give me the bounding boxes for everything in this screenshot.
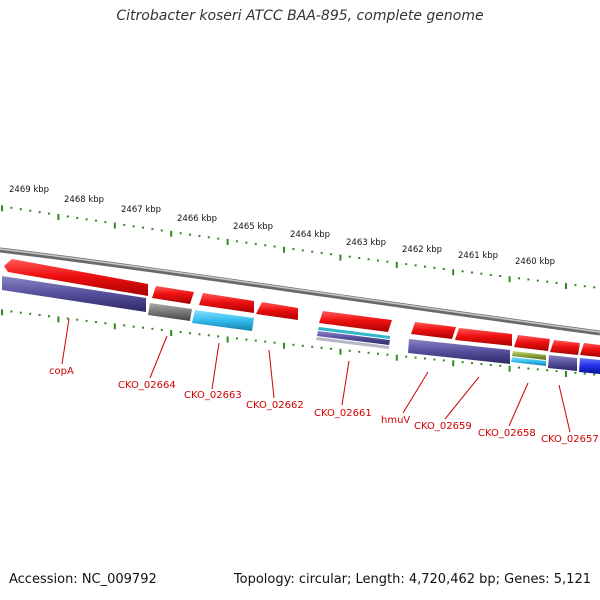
- feature-next[interactable]: [580, 343, 600, 357]
- cds-CKO_02663[interactable]: [192, 310, 254, 331]
- cds-CKO_02657[interactable]: [548, 355, 577, 371]
- leader-CKO_02657: [558, 384, 571, 433]
- cds-next[interactable]: [579, 358, 600, 374]
- gene-label-CKO_02664[interactable]: CKO_02664: [118, 380, 176, 391]
- feature-CKO_02659[interactable]: [455, 328, 512, 346]
- feature-CKO_02664[interactable]: [152, 286, 194, 304]
- cds-CKO_02658-b[interactable]: [511, 357, 546, 366]
- genome-backbone: [0, 247, 600, 336]
- kbp-label: 2460 kbp: [515, 257, 555, 267]
- leader-CKO_02659: [444, 376, 480, 420]
- kbp-label: 2468 kbp: [64, 195, 104, 205]
- kbp-label: 2465 kbp: [233, 222, 273, 232]
- gene-label-CKO_02657[interactable]: CKO_02657: [541, 434, 599, 445]
- feature-CKO_02658[interactable]: [514, 335, 550, 351]
- gene-label-CKO_02661[interactable]: CKO_02661: [314, 408, 372, 419]
- cds-CKO_02661-b[interactable]: [317, 331, 390, 345]
- leader-CKO_02661: [341, 360, 350, 406]
- gene-label-CKO_02659[interactable]: CKO_02659: [414, 421, 472, 432]
- cds-CKO_02664[interactable]: [148, 303, 192, 321]
- kbp-label: 2463 kbp: [346, 238, 386, 248]
- gene-label-copA[interactable]: copA: [49, 366, 74, 377]
- cds-CKO_02661-c[interactable]: [316, 337, 389, 349]
- feature-hmuV[interactable]: [411, 322, 456, 339]
- genome-backbone-highlight: [0, 248, 600, 333]
- cds-features: [2, 276, 600, 374]
- leader-copA: [61, 318, 70, 365]
- kbp-label: 2466 kbp: [177, 214, 217, 224]
- cds-copA[interactable]: [2, 276, 146, 312]
- gene-labels: copA CKO_02664 CKO_02663 CKO_02662 CKO_0…: [49, 366, 599, 445]
- feature-CKO_02662[interactable]: [256, 302, 298, 320]
- gene-label-hmuV[interactable]: hmuV: [381, 415, 410, 426]
- cds-CKO_02658-a[interactable]: [512, 351, 546, 360]
- forward-strand-features: [4, 259, 600, 357]
- kbp-tick-ring: [1, 205, 596, 289]
- accession-text: Accession: NC_009792: [9, 572, 157, 587]
- gene-label-CKO_02658[interactable]: CKO_02658: [478, 428, 536, 439]
- feature-copA[interactable]: [4, 259, 148, 296]
- gene-label-CKO_02663[interactable]: CKO_02663: [184, 390, 242, 401]
- kbp-label: 2461 kbp: [458, 251, 498, 261]
- kbp-label: 2462 kbp: [402, 245, 442, 255]
- leader-CKO_02662: [268, 349, 275, 399]
- leader-CKO_02663: [211, 342, 220, 390]
- leader-CKO_02658: [508, 382, 529, 427]
- cds-CKO_02661-a[interactable]: [318, 327, 390, 339]
- feature-CKO_02661[interactable]: [319, 311, 392, 332]
- kbp-labels: 2469 kbp 2468 kbp 2467 kbp 2466 kbp 2465…: [9, 185, 555, 267]
- kbp-label: 2469 kbp: [9, 185, 49, 195]
- feature-CKO_02663[interactable]: [199, 293, 254, 313]
- kbp-label: 2467 kbp: [121, 205, 161, 215]
- kbp-label: 2464 kbp: [290, 230, 330, 240]
- gene-label-CKO_02662[interactable]: CKO_02662: [246, 400, 304, 411]
- leader-hmuV: [402, 371, 429, 414]
- leader-CKO_02664: [149, 335, 168, 379]
- label-leader-lines: [61, 318, 571, 433]
- genome-stats-text: Topology: circular; Length: 4,720,462 bp…: [233, 572, 591, 587]
- feature-CKO_02657[interactable]: [550, 340, 580, 355]
- cds-hmuV[interactable]: [408, 339, 510, 364]
- inner-tick-ring: [1, 309, 596, 377]
- genome-title: Citrobacter koseri ATCC BAA-895, complet…: [116, 8, 484, 24]
